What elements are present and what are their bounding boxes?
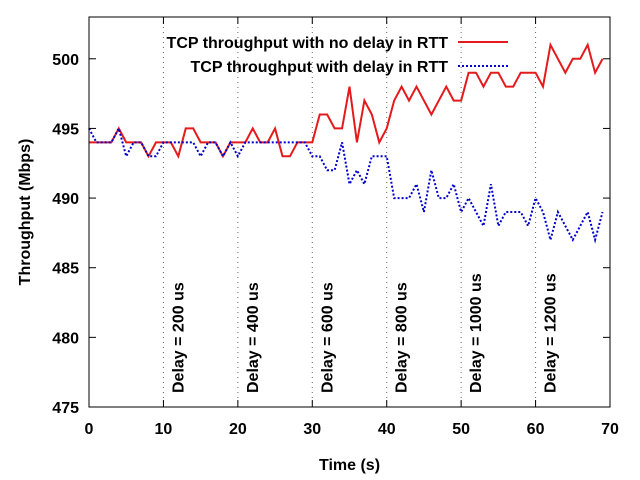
y-tick-label: 500 [52,52,79,69]
series-layer [88,41,604,244]
y-tick-label: 475 [52,400,79,417]
x-tick-label: 10 [155,421,173,438]
legend-label-1: TCP throughput with no delay in RTT [167,35,449,52]
series-line-2 [88,125,604,244]
delay-marker-label: Delay = 600 us [319,282,336,393]
plot-frame [88,16,611,408]
x-axis-title: Time (s) [319,457,380,474]
y-tick-label: 490 [52,191,79,208]
x-tick-label: 20 [229,421,247,438]
x-tick-label: 30 [303,421,321,438]
x-tick-label: 40 [378,421,396,438]
y-tick-label: 495 [52,121,79,138]
series-line-1 [89,41,604,159]
legend-label-2: TCP throughput with delay in RTT [191,59,449,76]
delay-marker-lines [162,17,537,407]
x-tick-label: 60 [527,421,545,438]
x-tick-label: 70 [601,421,619,438]
delay-marker-label: Delay = 1200 us [543,273,560,393]
y-tick-label: 485 [52,261,79,278]
y-axis: 475 480 485 490 495 500 [52,52,610,417]
delay-marker-labels: Delay = 200 us Delay = 400 us Delay = 600 … [170,273,559,393]
y-tick-label: 480 [52,330,79,347]
y-axis-title: Throughput (Mbps) [17,139,34,286]
x-tick-label: 50 [452,421,470,438]
x-tick-label: 0 [85,421,94,438]
delay-marker-label: Delay = 400 us [245,282,262,393]
delay-marker-label: Delay = 800 us [394,282,411,393]
delay-marker-label: Delay = 1000 us [468,273,485,393]
x-axis: 0 10 20 30 40 50 60 70 [85,17,619,438]
legend: TCP throughput with no delay in RTT TCP t… [167,35,508,76]
delay-marker-label: Delay = 200 us [170,282,187,393]
